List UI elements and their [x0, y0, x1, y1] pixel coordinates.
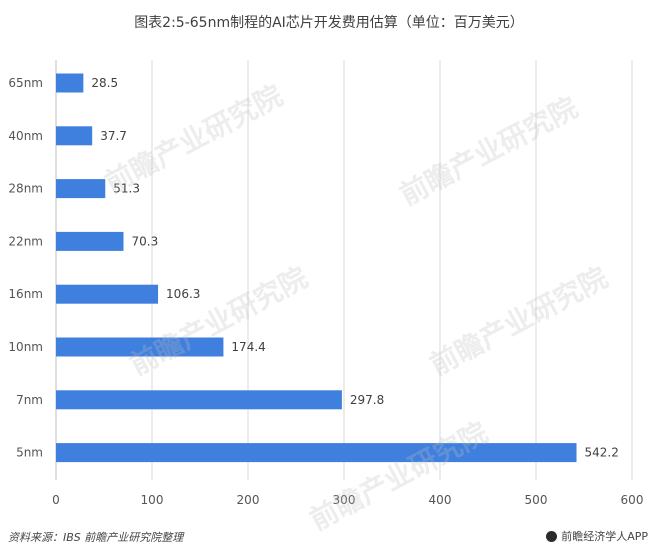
y-tick-label: 40nm — [8, 129, 43, 143]
data-label: 51.3 — [113, 182, 140, 196]
data-label: 174.4 — [231, 340, 265, 354]
brand-credit: 前瞻经济学人APP — [546, 528, 648, 544]
bar — [56, 126, 93, 146]
data-label: 542.2 — [585, 446, 619, 460]
y-tick-label: 7nm — [16, 393, 43, 407]
bar — [56, 443, 577, 463]
brand-name: 前瞻经济学人APP — [561, 530, 648, 543]
x-tick-label: 300 — [333, 493, 356, 507]
bar — [56, 284, 159, 304]
x-tick-label: 100 — [141, 493, 164, 507]
y-tick-label: 22nm — [8, 234, 43, 248]
bar — [56, 231, 124, 251]
data-label: 70.3 — [131, 234, 158, 248]
y-tick-label: 16nm — [8, 287, 43, 301]
x-tick-label: 600 — [621, 493, 644, 507]
brand-logo-icon — [546, 530, 558, 542]
bar — [56, 179, 106, 199]
bar — [56, 73, 84, 93]
bar — [56, 390, 342, 410]
data-label: 106.3 — [166, 287, 200, 301]
chart-title: 图表2:5-65nm制程的AI芯片开发费用估算（单位：百万美元） — [134, 15, 524, 31]
x-tick-label: 200 — [237, 493, 260, 507]
y-tick-label: 65nm — [8, 76, 43, 90]
y-tick-label: 10nm — [8, 340, 43, 354]
data-label: 28.5 — [91, 76, 118, 90]
y-tick-label: 5nm — [16, 446, 43, 460]
bar — [56, 337, 224, 357]
y-tick-label: 28nm — [8, 182, 43, 196]
data-label: 297.8 — [350, 393, 384, 407]
x-tick-label: 0 — [52, 493, 60, 507]
x-tick-label: 500 — [525, 493, 548, 507]
x-tick-label: 400 — [429, 493, 452, 507]
data-label: 37.7 — [100, 129, 127, 143]
source-note: 资料来源：IBS 前瞻产业研究院整理 — [8, 531, 184, 544]
